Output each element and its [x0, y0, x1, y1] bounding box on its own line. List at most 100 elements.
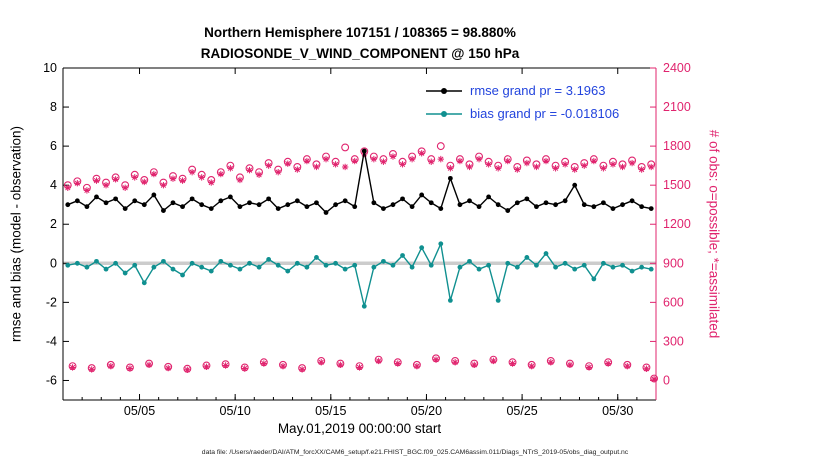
- marker-dot-bias: [390, 262, 396, 268]
- marker-asterisk-assimilated_obs: [408, 155, 416, 163]
- legend: rmse grand pr = 3.1963 bias grand pr = -…: [424, 79, 619, 125]
- marker-asterisk-assimilated_obs_minor_times: [375, 357, 382, 365]
- marker-asterisk-assimilated_obs: [294, 166, 301, 173]
- marker-asterisk-assimilated_obs: [64, 184, 71, 191]
- marker-dot-rmse: [84, 204, 90, 210]
- marker-dot-rmse: [505, 208, 511, 213]
- marker-dot-rmse: [467, 198, 472, 204]
- right-axis-label: # of obs: o=possible; *=assimilated: [706, 129, 722, 339]
- marker-dot-rmse: [610, 206, 616, 212]
- marker-asterisk-assimilated_obs: [74, 180, 81, 187]
- y-tick-label-right: 1500: [663, 178, 691, 192]
- marker-asterisk-assimilated_obs: [160, 181, 167, 189]
- marker-dot-rmse: [486, 194, 492, 200]
- marker-asterisk-assimilated_obs_minor_times: [547, 359, 554, 366]
- marker-dot-rmse: [572, 182, 578, 188]
- y-tick-label-right: 1200: [663, 217, 691, 231]
- marker-asterisk-assimilated_obs: [437, 155, 444, 163]
- legend-item-rmse: rmse grand pr = 3.1963: [424, 79, 619, 102]
- marker-dot-rmse: [514, 200, 520, 206]
- y-tick-label-right: 600: [663, 295, 684, 309]
- marker-dot-rmse: [161, 208, 166, 213]
- marker-dot-rmse: [74, 198, 80, 204]
- marker-dot-bias: [247, 260, 252, 266]
- marker-dot-bias: [65, 262, 71, 268]
- marker-dot-bias: [648, 266, 654, 272]
- marker-asterisk-assimilated_obs: [198, 174, 205, 181]
- marker-dot-bias: [476, 266, 482, 272]
- marker-asterisk-assimilated_obs: [475, 155, 483, 163]
- marker-dot-rmse: [294, 198, 300, 204]
- marker-asterisk-assimilated_obs_minor_times: [413, 362, 421, 370]
- marker-asterisk-assimilated_obs_minor_times: [203, 363, 210, 370]
- marker-asterisk-assimilated_obs_minor_times: [394, 360, 401, 367]
- marker-asterisk-assimilated_obs: [399, 161, 406, 168]
- marker-dot-rmse: [275, 206, 281, 212]
- marker-dot-bias: [199, 264, 205, 270]
- marker-dot-bias: [361, 303, 367, 309]
- chart-title: Northern Hemisphere 107151 / 108365 = 98…: [40, 22, 680, 64]
- marker-dot-rmse: [314, 200, 319, 206]
- marker-asterisk-assimilated_obs: [227, 165, 234, 172]
- marker-dot-rmse: [237, 204, 243, 210]
- marker-asterisk-assimilated_obs_minor_times: [432, 356, 440, 363]
- marker-asterisk-assimilated_obs: [552, 165, 559, 172]
- marker-dot-bias: [419, 245, 425, 251]
- marker-dot-rmse: [151, 192, 157, 198]
- marker-dot-bias: [600, 260, 606, 266]
- marker-dot-bias: [170, 266, 176, 272]
- chart-title-line2: RADIOSONDE_V_WIND_COMPONENT @ 150 hPa: [200, 46, 520, 61]
- marker-asterisk-assimilated_obs: [83, 187, 91, 194]
- y-tick-label-left: 10: [43, 61, 57, 75]
- marker-dot-rmse: [132, 198, 138, 204]
- marker-dot-rmse: [333, 202, 338, 208]
- marker-asterisk-assimilated_obs_minor_times: [624, 362, 631, 370]
- marker-dot-rmse: [323, 210, 329, 215]
- marker-dot-rmse: [285, 202, 291, 208]
- marker-dot-rmse: [361, 148, 367, 154]
- marker-dot-rmse: [581, 202, 587, 208]
- marker-asterisk-assimilated_obs: [265, 162, 272, 169]
- marker-dot-bias: [381, 258, 386, 264]
- marker-dot-bias: [553, 264, 558, 270]
- marker-asterisk-assimilated_obs: [236, 176, 244, 184]
- left-axis-label: rmse and bias (model - observation): [8, 125, 24, 343]
- marker-asterisk-assimilated_obs_minor_times: [107, 362, 115, 370]
- marker-asterisk-assimilated_obs: [112, 176, 119, 183]
- marker-dot-rmse: [457, 202, 463, 208]
- marker-asterisk-assimilated_obs_minor_times: [643, 365, 650, 372]
- marker-asterisk-assimilated_obs: [303, 157, 311, 165]
- marker-dot-bias: [447, 298, 453, 303]
- marker-dot-rmse: [562, 198, 568, 204]
- marker-dot-rmse: [371, 200, 377, 206]
- marker-dot-rmse: [476, 204, 482, 210]
- marker-asterisk-assimilated_obs_minor_times: [184, 366, 191, 373]
- marker-dot-bias: [514, 264, 520, 270]
- marker-dot-rmse: [620, 202, 625, 208]
- marker-asterisk-assimilated_obs: [150, 170, 158, 178]
- legend-item-bias: bias grand pr = -0.018106: [424, 102, 619, 125]
- marker-dot-bias: [572, 266, 578, 272]
- marker-asterisk-assimilated_obs_minor_times: [165, 364, 172, 372]
- marker-dot-bias: [438, 241, 444, 247]
- marker-asterisk-assimilated_obs: [370, 155, 378, 163]
- marker-asterisk-assimilated_obs: [169, 175, 177, 182]
- marker-asterisk-assimilated_obs: [561, 161, 569, 168]
- x-tick-label: 05/15: [315, 404, 346, 418]
- marker-dot-rmse: [390, 202, 396, 208]
- marker-asterisk-assimilated_obs: [141, 178, 148, 186]
- marker-dot-rmse: [543, 200, 549, 206]
- marker-asterisk-assimilated_obs_minor_times: [471, 361, 478, 369]
- marker-dot-bias: [620, 262, 625, 268]
- marker-dot-bias: [189, 260, 195, 266]
- marker-asterisk-assimilated_obs_minor_times: [337, 361, 344, 369]
- marker-asterisk-assimilated_obs: [275, 168, 282, 176]
- marker-dot-rmse: [447, 175, 453, 181]
- marker-dot-bias: [534, 262, 539, 268]
- marker-dot-rmse: [534, 204, 539, 210]
- marker-asterisk-assimilated_obs_minor_times: [585, 364, 593, 371]
- marker-asterisk-assimilated_obs: [456, 157, 464, 165]
- marker-asterisk-assimilated_obs: [628, 159, 636, 167]
- marker-dot-bias: [161, 258, 166, 264]
- data-file-path: data file: /Users/raeder/DAI/ATM_forcXX/…: [201, 449, 629, 456]
